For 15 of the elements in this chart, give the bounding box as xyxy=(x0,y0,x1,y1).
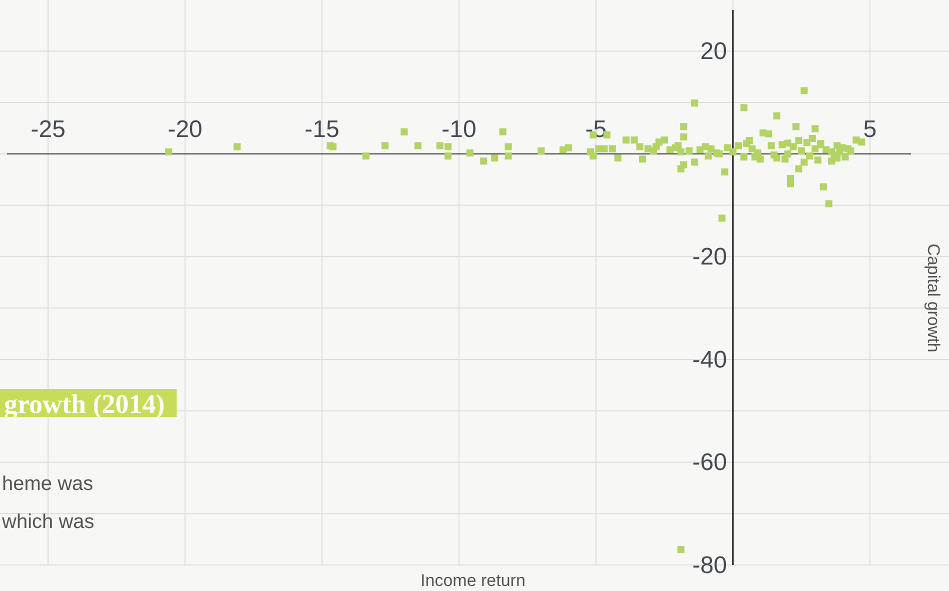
x-tick-label: 5 xyxy=(863,116,877,143)
annotation: heme was xyxy=(2,473,94,495)
x-tick-label: -25 xyxy=(30,116,66,143)
y-tick-label: -20 xyxy=(692,244,727,271)
x-tick-label: -15 xyxy=(304,116,340,143)
y-tick-label: 20 xyxy=(700,38,727,66)
y-tick-label: -80 xyxy=(692,552,727,579)
y-tick-label: -60 xyxy=(692,449,727,476)
text: growth (2014) xyxy=(4,389,165,419)
annotation: which was xyxy=(1,511,94,533)
x-axis-title: Income return xyxy=(420,571,526,590)
y-axis-title: Capital growth xyxy=(924,244,943,352)
x-tick-label: -20 xyxy=(168,116,202,143)
y-tick-label: -40 xyxy=(692,346,727,374)
x-tick-label: -10 xyxy=(442,116,476,143)
